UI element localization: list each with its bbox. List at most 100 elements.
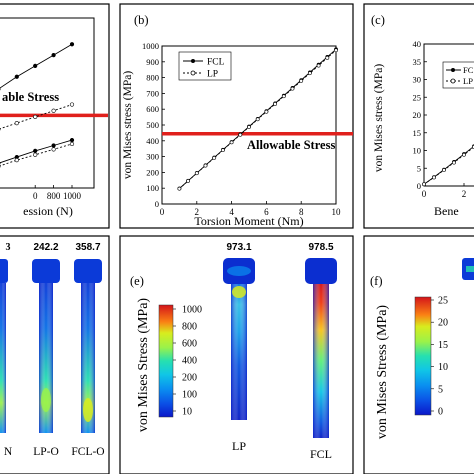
implant-model-fcl <box>305 258 337 438</box>
data-point <box>51 147 56 152</box>
colorbar-title: von Mises Stress (MPa) <box>375 305 390 440</box>
data-point <box>51 143 56 148</box>
data-point <box>69 141 75 147</box>
data-point-lp <box>325 55 330 60</box>
y-tick-label: 40 <box>413 39 422 49</box>
y-tick-label: 0 <box>155 199 159 209</box>
panel-a-series-group <box>0 42 75 168</box>
panel-d-models: 3 242.2 358.7 N LP-O FCL-O <box>0 242 105 458</box>
series-line <box>0 139 73 164</box>
data-point <box>69 137 75 143</box>
colorbar-tick-label: 600 <box>182 339 197 350</box>
colorbar-tick-label: 25 <box>438 296 448 307</box>
x-tick-label: 6 <box>264 207 269 217</box>
series-line-lp <box>423 146 474 185</box>
panel-e-label: (e) <box>130 274 144 288</box>
colorbar-title: von Mises Stress (MPa) <box>136 298 151 433</box>
colorbar-ticks: 25 20 15 10 5 0 <box>431 296 448 418</box>
colorbar-tick-label: 0 <box>438 407 443 418</box>
data-point <box>14 158 19 163</box>
colorbar-tick-label: 10 <box>438 362 448 373</box>
data-point-lp <box>247 125 251 129</box>
x-tick-label: 8 <box>299 207 304 217</box>
panel-c-x-axis-label: Bene <box>434 204 459 218</box>
data-point-lp <box>290 86 295 91</box>
data-point-lp <box>194 171 199 176</box>
panel-b-y-axis-label: von Mises stress (MPa) <box>122 71 134 179</box>
implant-shading <box>81 283 95 433</box>
legend-lp-label: LP <box>463 76 473 86</box>
legend-lp-marker <box>190 70 196 76</box>
data-point-lp <box>212 155 217 160</box>
panel-b-frame <box>119 3 354 229</box>
implant-shading <box>313 284 329 438</box>
data-point-lp <box>203 163 208 168</box>
series-line <box>0 43 73 89</box>
implant-model-lp <box>223 258 255 420</box>
colorbar-ticks: 1000 800 600 400 200 100 10 <box>173 305 202 418</box>
implant-head <box>305 258 337 284</box>
legend-fcl-label: FCL <box>207 58 225 68</box>
data-point-lp <box>334 48 338 53</box>
panel-c-series-group <box>422 144 474 187</box>
legend-box <box>178 51 232 81</box>
colorbar-tick-label: 5 <box>438 384 443 395</box>
data-point-lp <box>452 160 456 165</box>
data-point-lp <box>177 186 182 191</box>
panel-a-frame <box>0 3 110 229</box>
panel-d-value-1: 3 <box>6 242 11 253</box>
data-point <box>14 120 19 126</box>
data-point <box>51 52 56 58</box>
implant-shading <box>0 283 6 433</box>
panel-b-label: (b) <box>134 13 149 27</box>
y-tick-label: 20 <box>413 110 422 120</box>
y-tick-label: 10 <box>413 146 422 156</box>
panel-f-frame <box>363 235 474 474</box>
stress-hotspot <box>83 398 93 422</box>
panel-c-legend: FC LP <box>442 61 474 89</box>
y-tick-label: 800 <box>146 73 159 83</box>
data-point <box>14 74 19 79</box>
panel-a-chart: able Stress 0 800 1000 ession (N) <box>0 17 108 218</box>
y-tick-label: 15 <box>413 128 422 138</box>
data-point <box>33 152 38 157</box>
panel-c-frame <box>363 3 474 229</box>
y-tick-label: 1000 <box>142 41 159 51</box>
colorbar-tick-label: 1000 <box>182 305 202 316</box>
head-highlight <box>227 266 251 276</box>
x-tick-label: 1000 <box>63 191 82 201</box>
implant-shading <box>231 284 247 420</box>
panel-c-y-ticks: 0 5 10 15 20 25 30 35 40 <box>413 39 427 191</box>
implant-head <box>0 259 8 283</box>
colorbar <box>158 304 174 418</box>
panel-e-contour: (e) von Mises Stress (MPa) 1000 800 600 400… <box>130 242 337 461</box>
panel-d-value-3: 358.7 <box>75 242 100 253</box>
data-point-lp <box>238 132 243 137</box>
panel-d-label-1: N <box>4 446 13 458</box>
y-tick-label: 600 <box>146 104 159 114</box>
panel-d-label-3: FCL-O <box>71 446 104 458</box>
legend-box <box>442 61 474 89</box>
panel-a-x-axis-label: ession (N) <box>23 204 73 218</box>
colorbar-tick-label: 20 <box>438 318 448 329</box>
y-tick-label: 200 <box>146 167 159 177</box>
data-point-lp <box>273 102 278 106</box>
data-point-lp <box>432 175 436 180</box>
implant-head <box>74 259 102 283</box>
data-point-lp <box>442 168 446 172</box>
x-tick-label: 2 <box>195 207 200 217</box>
panel-b-y-ticks: 0 100 200 300 400 500 600 700 800 900 1000 <box>142 41 165 209</box>
data-point-lp <box>186 179 191 183</box>
colorbar-tick-label: 15 <box>438 340 448 351</box>
stress-hotspot <box>232 286 246 298</box>
panel-f-contour: (f) von Mises Stress (MPa) 25 20 15 10 5 0 <box>370 258 474 439</box>
colorbar-tick-label: 100 <box>182 390 197 401</box>
y-tick-label: 300 <box>146 152 159 162</box>
data-point <box>33 63 38 69</box>
implant-head-highlight <box>466 266 474 272</box>
allowable-stress-annotation: able Stress <box>2 90 59 104</box>
model-fcl-label: FCL <box>310 447 332 461</box>
y-tick-label: 100 <box>146 183 159 193</box>
